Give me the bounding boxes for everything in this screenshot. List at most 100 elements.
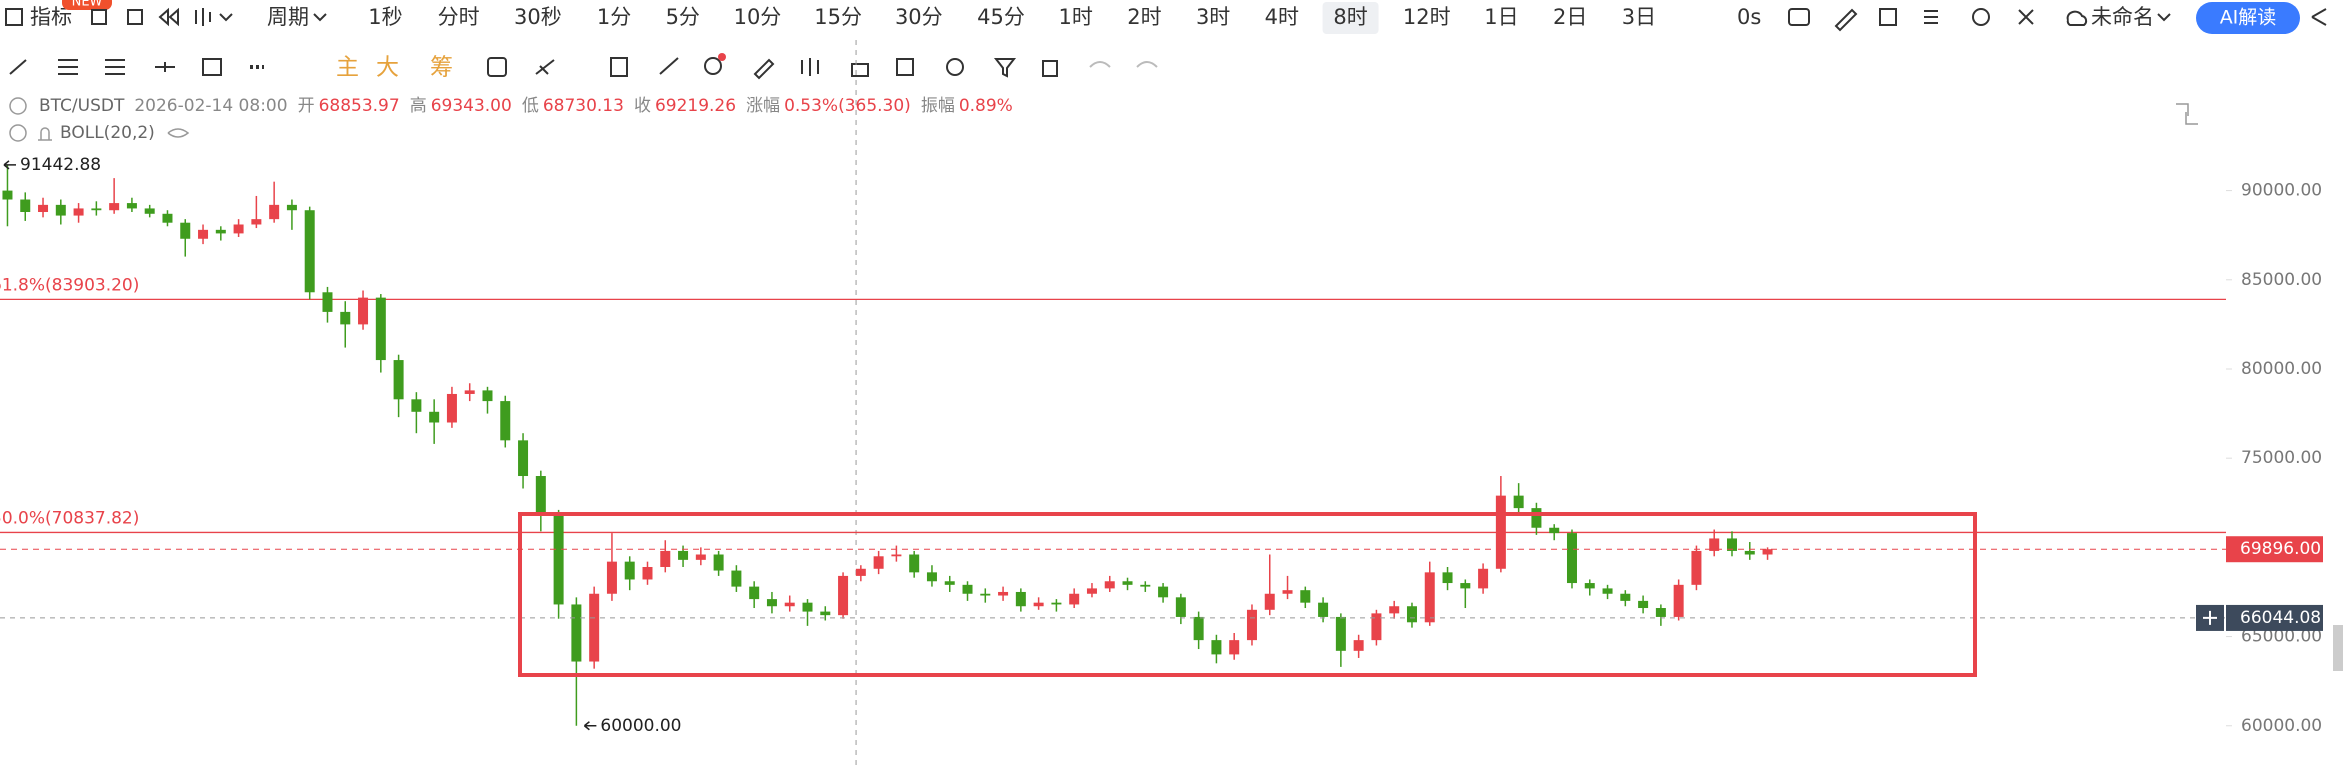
candle-body (1584, 583, 1595, 589)
period-option[interactable]: 2日 (1553, 5, 1587, 29)
amplitude-label: 振幅 (921, 96, 955, 116)
ai-button[interactable]: AI解读 (2220, 7, 2277, 29)
candle-type-icon[interactable] (195, 8, 211, 26)
period-option[interactable]: 1时 (1058, 5, 1092, 29)
visibility-icon[interactable] (167, 128, 190, 138)
tool-icon[interactable] (610, 57, 628, 77)
period-option[interactable]: 3日 (1622, 5, 1656, 29)
fib-tool[interactable] (105, 59, 125, 75)
sync-tool[interactable] (487, 57, 507, 77)
period-option[interactable]: 10分 (734, 5, 782, 29)
candle-body (678, 550, 689, 560)
period-option[interactable]: 1日 (1484, 5, 1518, 29)
dropdown-icon[interactable] (2157, 13, 2171, 22)
period-option[interactable]: 45分 (977, 5, 1025, 29)
line-tool[interactable] (9, 59, 27, 75)
collapse-icon[interactable] (9, 124, 27, 142)
grid-icon[interactable] (127, 9, 143, 25)
hline-tool[interactable] (155, 62, 175, 72)
period-option[interactable]: 分时 (438, 5, 480, 29)
indicator-button[interactable]: 指标 (30, 5, 72, 29)
range-box-drawing[interactable] (518, 512, 1977, 677)
indicator-label: BOLL(20,2) (60, 123, 155, 143)
low-label: 60000.00 (600, 716, 681, 736)
scroll-handle[interactable] (2333, 625, 2343, 671)
ohlc-value: 69343.00 (431, 96, 512, 116)
measure-tool[interactable] (535, 59, 555, 75)
redo[interactable] (1136, 61, 1158, 68)
high-arrow (3, 160, 16, 170)
camera-icon[interactable] (1788, 8, 1810, 26)
period-option[interactable]: 1秒 (368, 5, 402, 29)
candle-body (1158, 586, 1169, 598)
period-option[interactable]: 2时 (1127, 5, 1161, 29)
candle-body (624, 561, 635, 580)
candle-body (926, 572, 937, 582)
candle-body (1602, 588, 1613, 594)
period-option[interactable]: 4时 (1265, 5, 1299, 29)
period-option[interactable]: 1分 (597, 5, 631, 29)
layout-icon[interactable] (91, 9, 107, 25)
candle-body (375, 297, 386, 361)
period-option[interactable]: 15分 (814, 5, 862, 29)
channel-tool[interactable] (58, 59, 78, 75)
candle-body (1726, 538, 1737, 551)
candle-body (766, 599, 777, 607)
share-icon[interactable] (2311, 8, 2327, 26)
candle-body (1691, 550, 1702, 585)
period-option[interactable]: 5分 (666, 5, 700, 29)
delete-tool[interactable] (1042, 60, 1058, 77)
candle-body (695, 554, 706, 560)
rect-tool[interactable] (202, 58, 222, 76)
magnet-tool[interactable] (946, 58, 964, 76)
candle-body (838, 575, 849, 616)
ai-button-bg[interactable] (2196, 2, 2300, 34)
period-menu[interactable]: 周期 (267, 5, 309, 29)
lock-tool[interactable] (851, 63, 869, 77)
expand-icon[interactable] (2176, 103, 2198, 125)
amplitude-value: 0.89% (959, 96, 1013, 116)
ohlc-name: 高 (410, 96, 427, 116)
ohlc-name: 收 (634, 96, 651, 116)
period-option[interactable]: 30分 (895, 5, 943, 29)
y-tick-label: 75000.00 (2241, 448, 2322, 468)
candle-body (873, 556, 884, 569)
candle-body (446, 393, 457, 423)
high-label: 91442.88 (20, 155, 101, 175)
period-option[interactable]: 12时 (1403, 5, 1451, 29)
dropdown-icon[interactable] (313, 13, 327, 22)
collapse-icon[interactable] (9, 97, 27, 115)
replay-icon[interactable] (158, 7, 179, 27)
candle-body (91, 208, 102, 211)
settings-icon[interactable] (1972, 8, 1990, 26)
chips-tool[interactable]: 筹 (430, 55, 453, 81)
period-option[interactable]: 8时 (1333, 5, 1367, 29)
edit-icon[interactable] (1834, 8, 1858, 32)
y-tick-label: 65000.00 (2241, 627, 2322, 647)
list-icon[interactable] (1924, 10, 1938, 24)
fullscreen-icon[interactable] (2018, 9, 2034, 25)
main-tool[interactable]: 主 (336, 55, 359, 81)
big-tool[interactable]: 大 (376, 55, 399, 81)
layout-name[interactable]: 未命名 (2091, 5, 2154, 29)
candle-body (980, 593, 991, 596)
ruler-tool[interactable] (659, 57, 679, 75)
candle-body (1762, 549, 1773, 555)
ohlc-name: 低 (522, 96, 539, 116)
period-option[interactable]: 30秒 (514, 5, 562, 29)
period-option[interactable]: 3时 (1196, 5, 1230, 29)
last-price-box (2226, 536, 2323, 563)
dropdown-icon[interactable] (219, 13, 233, 22)
undo[interactable] (1089, 61, 1111, 68)
filter-tool[interactable] (993, 58, 1017, 78)
note-tool[interactable] (896, 58, 914, 76)
copy-icon[interactable] (1879, 8, 1897, 26)
zoom-tool[interactable] (704, 57, 722, 75)
candle-body (660, 550, 671, 567)
candle-body (286, 204, 297, 211)
candle-body (1104, 581, 1115, 589)
candle-body (393, 360, 404, 400)
brush-tool[interactable] (753, 58, 775, 80)
candle-body (998, 591, 1009, 596)
pattern-tool[interactable] (801, 58, 819, 76)
